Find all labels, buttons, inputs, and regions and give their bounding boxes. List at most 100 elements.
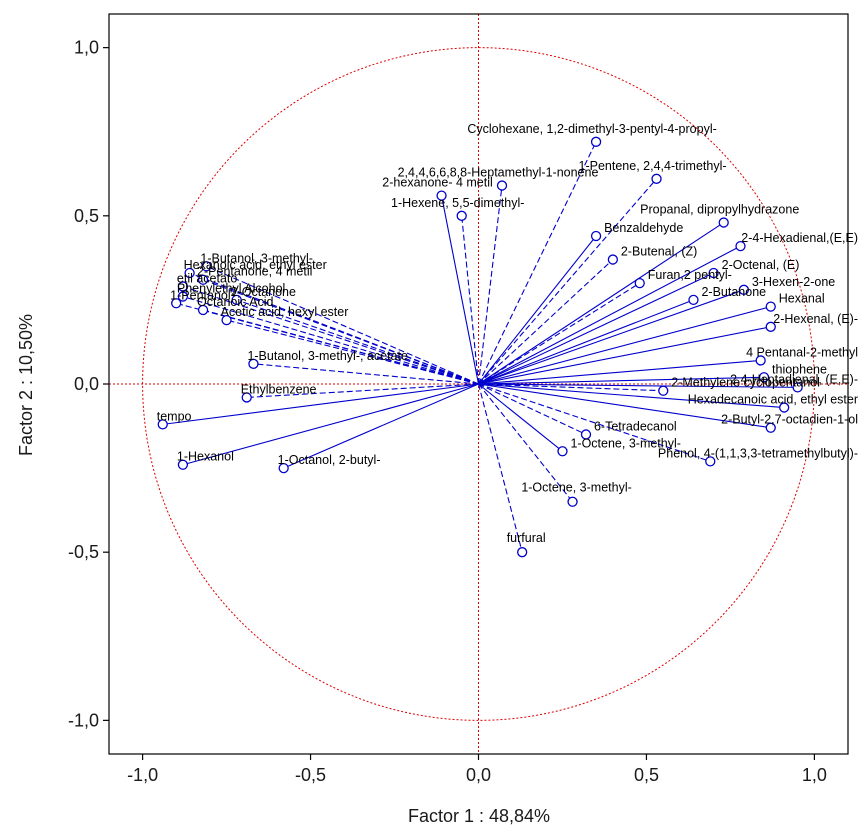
variable-label: 2,4-Heptadienal, (E,E)-: [730, 372, 858, 386]
variable-label: 1-Hexanol: [177, 450, 234, 464]
variable-label: 1-Octanol, 2-butyl-: [278, 453, 381, 467]
variable-label: Furan,2 pentyl-: [648, 268, 732, 282]
loading-vector: [478, 383, 785, 409]
variable-label: Ethylbenzene: [241, 382, 317, 396]
y-tick-label: 0,5: [74, 206, 99, 226]
variable-label: 4 Pentanal-2-methyl: [746, 345, 858, 359]
x-tick-label: 0,5: [634, 765, 659, 785]
loading-vector: [478, 383, 771, 429]
loading-vector: [477, 383, 523, 553]
variable-label: Phenylethyl Alcohol: [177, 282, 285, 296]
variable-label: 1-Butanol, 3-methyl-: [200, 251, 313, 265]
variable-label: 2-Methylene cyclopentanol: [671, 376, 820, 390]
loading-point: [177, 291, 189, 302]
loading-vector: [478, 306, 771, 385]
loading-point: [201, 261, 212, 272]
loading-vector: [478, 299, 694, 385]
variable-label: 1-Octene, 3-methyl-: [570, 436, 680, 450]
loading-vector: [478, 245, 741, 385]
loading-point: [278, 462, 289, 474]
variable-label: Acetic acid, hexyl ester: [221, 305, 349, 319]
variable-label: 1-Pentanol: [170, 288, 230, 302]
x-tick-label: 0,0: [466, 765, 491, 785]
loading-vector: [206, 265, 479, 385]
variable-label: Octanoic Acid: [197, 295, 273, 309]
loading-vector: [478, 383, 587, 435]
variable-label: 2-Butenal, (Z): [621, 245, 697, 259]
loading-vector: [478, 235, 597, 385]
variable-label: 2-Hexenal, (E)-: [773, 312, 858, 326]
loading-point: [580, 429, 592, 440]
loading-vector: [283, 383, 479, 469]
variable-label: 2-Octenal, (E): [722, 258, 800, 272]
loading-point: [755, 355, 766, 366]
x-tick-label: -0,5: [295, 765, 326, 785]
loading-point: [436, 190, 447, 201]
variable-label: 1-Pentene, 2,4,4-trimethyl-: [579, 159, 727, 173]
loading-vector: [478, 178, 657, 385]
loading-point: [765, 301, 776, 312]
variable-label: 2-4-Hexadienal,(E,E): [741, 231, 858, 245]
variable-label: Hexadecanoic acid, ethyl ester: [688, 393, 858, 407]
loading-point: [157, 419, 168, 430]
loading-vector: [182, 383, 479, 466]
loading-vector: [478, 359, 761, 385]
loading-point: [517, 547, 528, 558]
variable-label: Hexanoic acid, ethyl ester: [184, 258, 327, 272]
x-axis-label: Factor 1 : 48,84%: [408, 806, 550, 826]
loading-vector: [226, 319, 479, 385]
variable-label: Propanal, dipropylhydrazone: [640, 203, 799, 217]
loading-point: [718, 217, 729, 228]
variable-label: 6-Tetradecanol: [594, 419, 677, 433]
loading-vector: [478, 383, 664, 392]
loading-point: [708, 267, 719, 279]
variable-label: 2,4,4,6,6,8,8-Heptamethyl-1-nonene: [398, 166, 599, 180]
variable-label: 3-Hexen-2-one: [752, 275, 835, 289]
loading-vector: [189, 272, 479, 385]
loading-point: [607, 254, 619, 265]
loading-point: [765, 321, 776, 332]
x-tick-label: -1,0: [127, 765, 158, 785]
variable-label: Hexanal: [779, 292, 825, 306]
y-tick-label: 0,0: [74, 374, 99, 394]
loading-vector: [478, 326, 771, 385]
loading-point: [171, 298, 182, 309]
variable-label: 1-Hexene, 5,5-dimethyl-: [391, 196, 524, 210]
loading-vector: [202, 279, 479, 385]
loading-point: [651, 173, 662, 184]
variable-label: furfural: [507, 531, 546, 545]
loading-vector: [441, 195, 480, 385]
variable-label: 1-Butanol, 3-methyl-, acetate: [247, 349, 408, 363]
loading-vector: [478, 376, 765, 385]
loading-vector: [246, 383, 479, 399]
loading-vector: [182, 285, 479, 385]
x-tick-label: 1,0: [802, 765, 827, 785]
loading-vector: [477, 185, 503, 385]
loading-point: [197, 274, 209, 285]
loading-point: [705, 456, 716, 467]
variable-label: 2-Pentanone, 4 metil: [197, 265, 312, 279]
loading-point: [184, 267, 195, 279]
loading-vector: [478, 383, 573, 503]
y-tick-label: -1,0: [68, 710, 99, 730]
loading-point: [456, 210, 467, 221]
loading-point: [177, 459, 189, 470]
variable-label: Benzaldehyde: [604, 221, 683, 235]
loading-vector: [478, 272, 714, 385]
loading-point: [248, 358, 259, 369]
variable-label: tempo: [157, 409, 192, 423]
variable-label: etil acetato: [177, 271, 238, 285]
loading-point: [634, 277, 645, 289]
loading-vector: [478, 222, 725, 385]
variable-label: Phenol, 4-(1,1,3,3-tetramethylbutyl)-: [658, 446, 858, 460]
loading-point: [231, 294, 242, 306]
variable-label: 1-Octene, 3-methyl-: [521, 481, 631, 495]
y-axis-label: Factor 2 : 10,50%: [16, 314, 36, 456]
loading-vector: [478, 282, 641, 385]
loading-point: [557, 446, 568, 457]
loading-vector: [478, 383, 798, 388]
y-tick-label: 1,0: [74, 38, 99, 58]
variable-label: thiophene: [772, 362, 827, 376]
